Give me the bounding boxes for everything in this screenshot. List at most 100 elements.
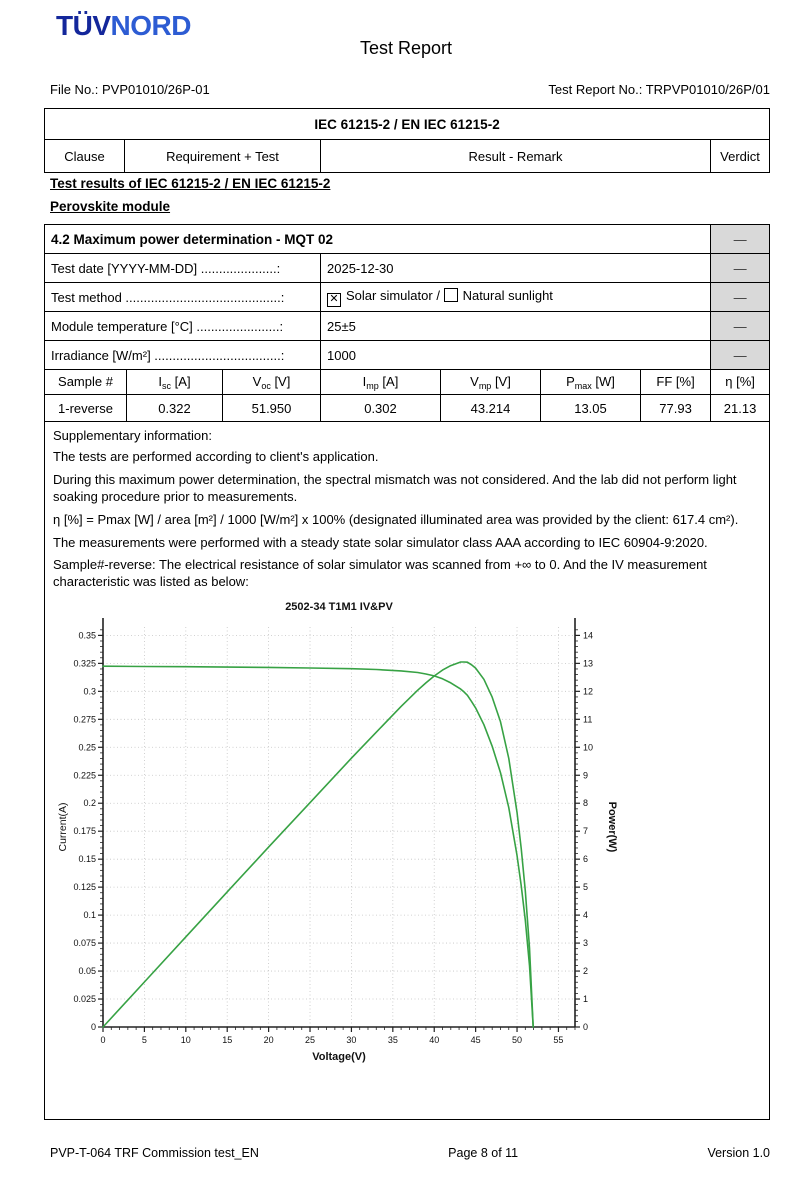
vmp-value-cell: 43.214 (440, 394, 541, 422)
ff-col-header: FF [%] (639, 369, 712, 395)
sample-header-row: Sample # Isc [A] Voc [V] Imp [A] Vmp [V]… (44, 369, 771, 395)
section-title: 4.2 Maximum power determination - MQT 02 (43, 224, 712, 254)
svg-text:0.125: 0.125 (73, 882, 96, 892)
svg-text:14: 14 (583, 631, 593, 641)
verdict-cell: — (710, 282, 771, 312)
svg-text:Voltage(V): Voltage(V) (312, 1051, 366, 1063)
column-header-verdict: Verdict (709, 139, 771, 173)
svg-text:7: 7 (583, 826, 588, 836)
pmax-value-cell: 13.05 (540, 394, 641, 422)
svg-text:20: 20 (264, 1035, 274, 1045)
svg-text:0.025: 0.025 (73, 994, 96, 1004)
verdict-cell: — (710, 340, 771, 370)
svg-text:3: 3 (583, 938, 588, 948)
svg-text:0.15: 0.15 (78, 854, 96, 864)
test-date-label: Test date [YYYY-MM-DD] .................… (44, 253, 321, 283)
iv-pv-chart: 0 5 10 15 20 25 30 35 40 45 50 55 0 0.025 0.05 0.075 0.1… (53, 597, 761, 1078)
svg-text:0.075: 0.075 (73, 938, 96, 948)
verdict-cell: — (710, 253, 771, 283)
footer-version: Version 1.0 (707, 1146, 770, 1160)
supplementary-paragraph: The tests are performed according to cli… (53, 449, 379, 464)
test-date-row: Test date [YYYY-MM-DD] .................… (44, 253, 771, 283)
svg-text:50: 50 (512, 1035, 522, 1045)
svg-text:0.3: 0.3 (83, 687, 96, 697)
svg-text:10: 10 (583, 743, 593, 753)
supplementary-row: Supplementary information: The tests are… (43, 421, 771, 1120)
svg-text:11: 11 (583, 715, 592, 725)
mqt02-results-table: 4.2 Maximum power determination - MQT 02… (43, 224, 771, 1120)
svg-text:0.175: 0.175 (73, 826, 96, 836)
vmp-col-header: Vmp [V] (440, 369, 541, 395)
module-temperature-row: Module temperature [°C] ................… (44, 311, 771, 341)
svg-text:6: 6 (583, 854, 588, 864)
svg-text:0: 0 (100, 1035, 105, 1045)
column-header-clause: Clause (44, 139, 125, 173)
eta-col-header: η [%] (710, 369, 771, 395)
svg-text:0.35: 0.35 (78, 631, 96, 641)
column-header-requirement: Requirement + Test (124, 139, 321, 173)
standard-header-table: IEC 61215-2 / EN IEC 61215-2 Clause Requ… (43, 108, 771, 173)
isc-value-cell: 0.322 (126, 394, 223, 422)
svg-text:15: 15 (222, 1035, 232, 1045)
svg-text:25: 25 (305, 1035, 315, 1045)
sample-data-row: 1-reverse 0.322 51.950 0.302 43.214 13.0… (44, 394, 771, 422)
supplementary-paragraph: η [%] = Pmax [W] / area [m²] / 1000 [W/m… (53, 511, 739, 527)
svg-text:30: 30 (346, 1035, 356, 1045)
footer-document-id: PVP-T-064 TRF Commission test_EN (50, 1146, 259, 1160)
svg-text:35: 35 (388, 1035, 398, 1045)
svg-text:2502-34 T1M1 IV&PV: 2502-34 T1M1 IV&PV (285, 601, 393, 613)
imp-value-cell: 0.302 (320, 394, 441, 422)
module-temperature-value: 25±5 (319, 311, 712, 341)
test-method-separator: / (436, 287, 440, 303)
tuv-nord-logo: TÜVNORD (56, 10, 191, 42)
test-method-row: Test method ............................… (44, 282, 771, 312)
test-method-option2: Natural sunlight (462, 287, 553, 303)
column-header-result: Result - Remark (320, 139, 711, 173)
supplementary-paragraph: Sample#-reverse: The electrical resistan… (53, 557, 707, 590)
sample-id-cell: 1-reverse (44, 394, 127, 422)
svg-text:5: 5 (583, 882, 588, 892)
pmax-col-header: Pmax [W] (540, 369, 641, 395)
svg-text:45: 45 (471, 1035, 481, 1045)
logo-nord-text: NORD (110, 10, 192, 41)
svg-text:0.2: 0.2 (83, 798, 96, 808)
test-date-value: 2025-12-30 (319, 253, 712, 283)
standard-title: IEC 61215-2 / EN IEC 61215-2 (43, 108, 771, 140)
document-title: Test Report (359, 38, 453, 58)
verdict-cell: — (710, 311, 771, 341)
svg-text:0.25: 0.25 (78, 743, 96, 753)
file-info-row: File No.: PVP01010/26P-01 Test Report No… (50, 82, 770, 97)
iv-pv-chart-svg: 0 5 10 15 20 25 30 35 40 45 50 5500.0250.050.0750.1… (57, 601, 618, 1063)
module-temperature-label: Module temperature [°C] ................… (44, 311, 321, 341)
supplementary-cell: Supplementary information: The tests are… (43, 421, 771, 1120)
svg-text:0.1: 0.1 (83, 910, 96, 920)
svg-text:0.05: 0.05 (78, 966, 96, 976)
svg-text:8: 8 (583, 798, 588, 808)
irradiance-label: Irradiance [W/m²] ......................… (44, 340, 321, 370)
section-title-row: 4.2 Maximum power determination - MQT 02… (43, 224, 771, 254)
supplementary-title: Supplementary information: (53, 428, 212, 443)
checkbox-checked-icon: ✕ (327, 292, 341, 307)
test-method-value: ✕ Solar simulator / Natural sunlight (319, 282, 712, 312)
svg-text:0: 0 (91, 1022, 96, 1032)
footer-page-number: Page 8 of 11 (448, 1146, 519, 1160)
svg-text:9: 9 (583, 770, 588, 780)
svg-text:13: 13 (583, 659, 593, 669)
svg-text:40: 40 (429, 1035, 439, 1045)
heading-test-results: Test results of IEC 61215-2 / EN IEC 612… (50, 176, 331, 191)
report-number: Test Report No.: TRPVP01010/26P/01 (548, 82, 770, 97)
sample-col-header: Sample # (44, 369, 127, 395)
svg-text:Power(W): Power(W) (606, 802, 618, 853)
svg-text:0.275: 0.275 (73, 715, 96, 725)
test-method-label: Test method ............................… (44, 282, 321, 312)
svg-text:0: 0 (583, 1022, 588, 1032)
supplementary-paragraph: During this maximum power determination,… (53, 471, 737, 504)
irradiance-row: Irradiance [W/m²] ......................… (44, 340, 771, 370)
imp-col-header: Imp [A] (320, 369, 441, 395)
svg-text:4: 4 (583, 910, 588, 920)
svg-text:12: 12 (583, 687, 593, 697)
svg-text:2: 2 (583, 966, 588, 976)
checkbox-unchecked-icon (443, 287, 458, 302)
voc-value-cell: 51.950 (222, 394, 321, 422)
